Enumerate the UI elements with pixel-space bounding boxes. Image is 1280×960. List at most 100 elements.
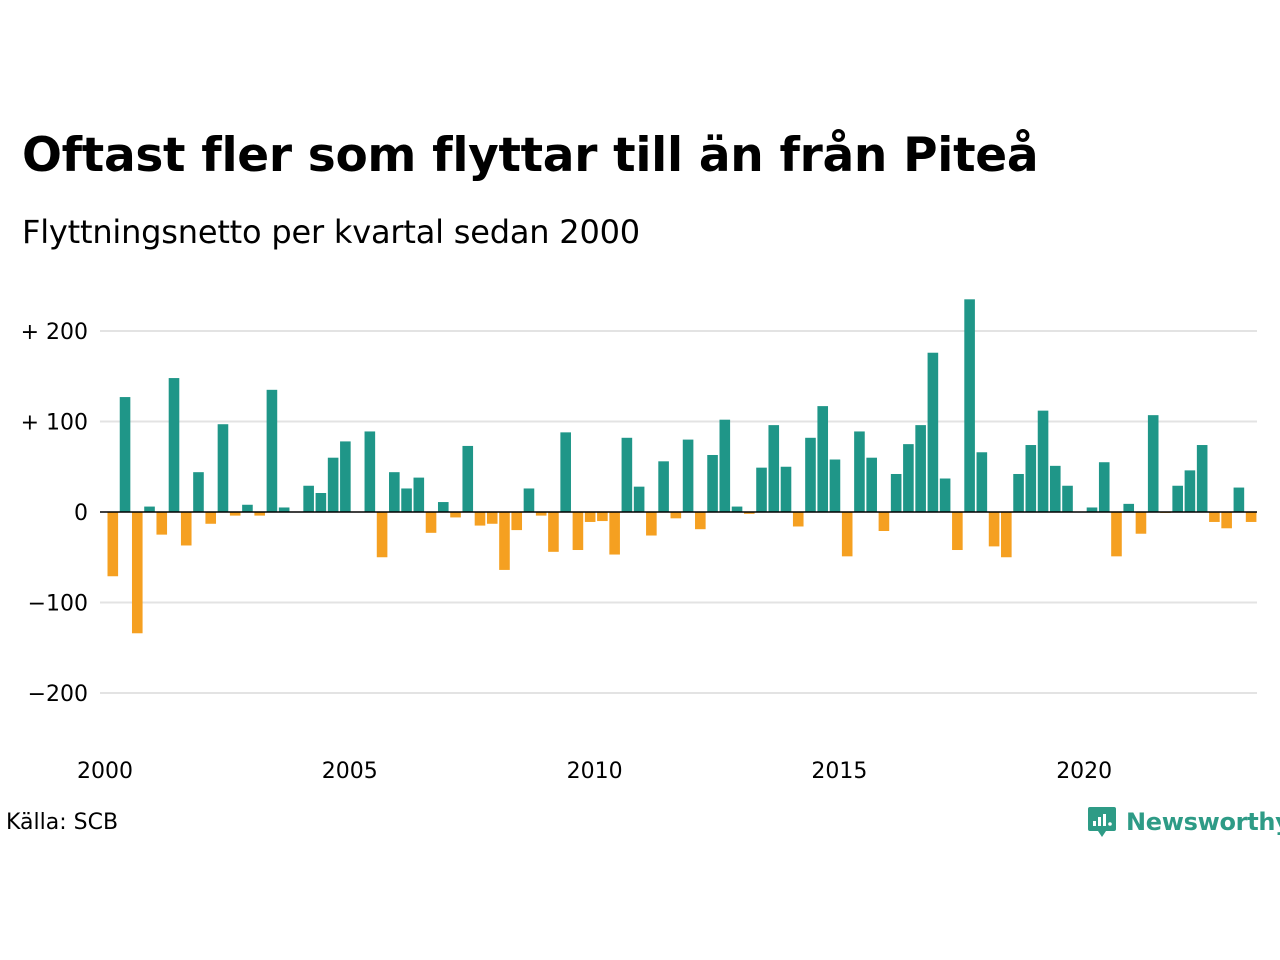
bar <box>621 437 633 512</box>
y-tick-label: −100 <box>28 592 88 617</box>
bar <box>988 512 1000 547</box>
bar <box>817 406 829 513</box>
bar <box>131 512 143 634</box>
bar <box>413 477 425 512</box>
bar <box>743 512 755 514</box>
bar <box>866 457 877 512</box>
bar <box>633 486 645 512</box>
bar <box>217 424 229 512</box>
y-tick-label: + 200 <box>21 320 88 345</box>
bar <box>1037 410 1049 512</box>
bar <box>731 506 743 512</box>
bar <box>1123 503 1135 512</box>
bar <box>682 439 694 512</box>
gridlines <box>100 330 1257 694</box>
bar <box>523 488 535 512</box>
bar <box>511 512 523 531</box>
bar <box>854 431 865 512</box>
bar <box>1245 512 1257 522</box>
bar <box>707 454 718 513</box>
bar <box>303 485 314 512</box>
bar <box>156 512 168 535</box>
bar <box>1025 445 1037 512</box>
bar <box>168 378 180 512</box>
chart-title: Oftast fler som flyttar till än från Pit… <box>22 128 1039 183</box>
bar <box>340 441 351 512</box>
bar <box>890 473 902 512</box>
bar <box>915 425 926 512</box>
bar <box>107 512 119 577</box>
bar <box>315 493 327 512</box>
bar <box>364 431 376 512</box>
bar <box>1221 512 1232 529</box>
bar <box>548 512 559 552</box>
bar <box>829 459 841 512</box>
bar <box>437 502 449 513</box>
bar <box>450 512 461 518</box>
bar <box>903 444 914 513</box>
bar <box>486 512 498 524</box>
bars <box>107 299 1257 634</box>
y-axis-tick-labels: + 200 + 100 0 −100 −200 <box>21 320 88 707</box>
bar <box>768 425 780 512</box>
bar <box>205 512 217 524</box>
bar <box>695 512 706 530</box>
bar <box>1184 470 1196 512</box>
brand-name: Newsworthy <box>1126 808 1280 836</box>
bar <box>535 512 547 516</box>
bar <box>1086 507 1098 513</box>
bar <box>1196 445 1208 512</box>
bar <box>1135 512 1147 534</box>
bar <box>1013 473 1024 512</box>
newsworthy-logo-icon <box>1088 807 1116 837</box>
y-tick-label: −200 <box>28 682 88 707</box>
bar <box>1049 465 1061 513</box>
bar <box>327 457 339 512</box>
bar <box>144 506 155 512</box>
bar <box>927 352 939 512</box>
bar <box>119 397 131 512</box>
x-tick-label: 2015 <box>811 759 867 784</box>
brand-logo[interactable]: Newsworthy <box>1087 802 1280 842</box>
bar <box>1098 462 1110 512</box>
bar <box>841 512 853 557</box>
bar <box>1001 512 1012 558</box>
bar <box>976 452 988 512</box>
bar <box>401 488 412 512</box>
bar <box>266 389 278 512</box>
bar <box>474 512 486 526</box>
x-tick-label: 2000 <box>77 759 133 784</box>
bar <box>805 437 816 512</box>
bar <box>1147 415 1159 512</box>
y-tick-label: + 100 <box>21 411 88 436</box>
bar <box>670 512 682 519</box>
bar <box>242 504 253 512</box>
bar <box>952 512 963 551</box>
bar <box>584 512 596 522</box>
bar <box>389 472 400 512</box>
bar <box>878 512 890 531</box>
bar <box>499 512 510 570</box>
bar <box>719 419 731 512</box>
chart-subtitle: Flyttningsnetto per kvartal sedan 2000 <box>22 213 640 251</box>
bar <box>1209 512 1220 522</box>
bar <box>609 512 620 555</box>
bar <box>376 512 388 558</box>
source-credit: Källa: SCB <box>6 810 119 835</box>
x-tick-label: 2010 <box>567 759 623 784</box>
bar <box>1111 512 1122 557</box>
bar <box>229 512 241 516</box>
bar <box>1233 487 1245 512</box>
bar <box>1172 485 1183 512</box>
bar <box>780 466 792 512</box>
x-tick-label: 2020 <box>1056 759 1112 784</box>
bar <box>646 512 657 536</box>
x-axis-tick-labels: 2000 2005 2010 2015 2020 <box>77 759 1112 784</box>
bar <box>560 432 571 512</box>
y-tick-label: 0 <box>74 501 88 526</box>
bar <box>792 512 804 527</box>
bar <box>1062 485 1073 512</box>
bar <box>658 461 669 512</box>
bar <box>193 472 204 512</box>
